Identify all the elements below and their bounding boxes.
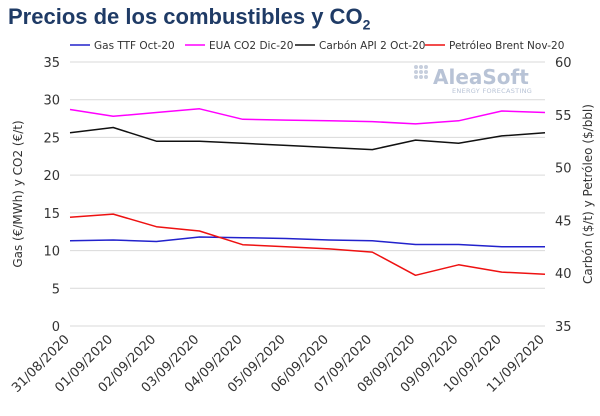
y-right-tick-label: 40 (555, 267, 572, 282)
y-left-tick-label: 25 (43, 131, 60, 146)
series-line-1 (69, 236, 545, 248)
logo-tagline: ENERGY FORECASTING (452, 87, 532, 95)
y-left-tick-label: 30 (43, 94, 60, 109)
y-right-tick-label: 35 (555, 320, 572, 335)
series-line-3 (69, 126, 546, 151)
legend-label: EUA CO2 Dic-20 (209, 40, 293, 52)
logo-dot (424, 70, 428, 74)
y-left-tick-label: 20 (43, 169, 60, 184)
logo-dot (414, 65, 418, 69)
logo-dot (414, 75, 418, 79)
logo-dot (424, 75, 428, 79)
chart-title: Precios de los combustibles y CO2 (8, 4, 371, 33)
y-right-tick-label: 50 (555, 162, 572, 177)
y-right-tick-label: 45 (555, 214, 572, 229)
y-right-axis-title: Carbón ($/t) y Petróleo ($/bbl) (581, 104, 595, 284)
legend-label: Carbón API 2 Oct-20 (319, 40, 425, 52)
y-left-tick-label: 5 (52, 282, 60, 297)
y-left-tick-label: 10 (43, 245, 60, 260)
y-right-tick-label: 55 (555, 109, 572, 124)
y-left-tick-label: 0 (52, 320, 60, 335)
series-line-4 (69, 213, 546, 277)
y-left-tick-label: 15 (43, 207, 60, 222)
logo-dot (414, 70, 418, 74)
logo-dot (419, 70, 423, 74)
legend-label: Gas TTF Oct-20 (94, 40, 175, 52)
legend-label: Petróleo Brent Nov-20 (449, 40, 564, 52)
y-right-tick-label: 60 (555, 56, 572, 71)
logo-dot (419, 75, 423, 79)
logo-dot (424, 65, 428, 69)
logo-name: AleaSoft (433, 65, 529, 89)
logo-dot (419, 65, 423, 69)
y-left-axis-title: Gas (€/MWh) y CO2 (€/t) (11, 120, 25, 267)
y-left-tick-label: 35 (43, 56, 60, 71)
series-line-2 (69, 108, 546, 125)
aleasoft-logo (414, 65, 428, 79)
